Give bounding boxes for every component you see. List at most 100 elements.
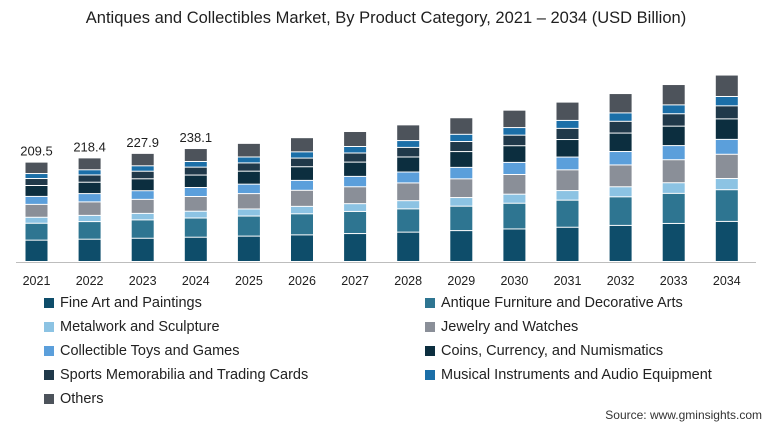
bar-segment-2022-9 (78, 158, 101, 170)
stacked-bar-chart: 209.5 218.4 227.9 238.1 2021 2022 2023 2024 202… (16, 75, 756, 288)
bar-segment-2029-3 (450, 198, 473, 206)
bar-segment-2022-2 (78, 222, 101, 239)
x-tick-label-2028: 2028 (394, 274, 422, 288)
legend-item-4: Jewelry and Watches (425, 319, 578, 335)
bar-segment-2033-2 (662, 193, 685, 223)
x-tick-label-2026: 2026 (288, 274, 316, 288)
bar-segment-2021-4 (25, 204, 48, 217)
bar-segment-2025-9 (237, 143, 260, 157)
bar-segment-2030-7 (503, 135, 526, 146)
bar-segment-2023-3 (131, 213, 154, 220)
bar-segment-2028-3 (397, 201, 420, 209)
legend-label: Jewelry and Watches (441, 319, 579, 335)
bar-segment-2033-7 (662, 114, 685, 126)
legend-swatch (425, 370, 435, 380)
bar-segment-2027-6 (344, 162, 367, 176)
legend-swatch (44, 322, 54, 332)
bar-segment-2027-7 (344, 153, 367, 162)
bar-segment-2033-9 (662, 85, 685, 105)
bar-segment-2025-8 (237, 157, 260, 163)
bar-segment-2032-1 (609, 225, 632, 261)
bar-segment-2024-7 (184, 167, 207, 175)
bar-segment-2028-1 (397, 232, 420, 261)
bar-segment-2021-1 (25, 240, 48, 261)
x-tick-labels-group: 2021 2022 2023 2024 2025 2026 2027 2028 2029 2030… (23, 274, 741, 288)
legend-item-1: Fine Art and Paintings (44, 295, 202, 311)
bar-segment-2025-1 (237, 236, 260, 261)
bar-segment-2034-2 (715, 190, 738, 221)
bar-segment-2030-4 (503, 174, 526, 194)
bar-segment-2031-8 (556, 120, 579, 128)
bar-segment-2032-8 (609, 113, 632, 121)
bar-segment-2034-3 (715, 179, 738, 190)
bar-segment-2034-1 (715, 221, 738, 261)
bar-segment-2025-2 (237, 216, 260, 236)
total-label-2023: 227.9 (126, 135, 159, 150)
bar-segment-2032-5 (609, 152, 632, 165)
bar-segment-2030-5 (503, 162, 526, 174)
bar-segment-2021-7 (25, 179, 48, 185)
bar-segment-2028-6 (397, 157, 420, 172)
bars-group (25, 75, 738, 261)
bar-segment-2028-2 (397, 209, 420, 232)
bar-segment-2028-8 (397, 141, 420, 147)
bar-segment-2025-7 (237, 163, 260, 171)
bar-segment-2027-2 (344, 211, 367, 234)
chart-title: Antiques and Collectibles Market, By Pro… (85, 9, 687, 27)
bar-segment-2030-3 (503, 194, 526, 203)
x-tick-label-2031: 2031 (554, 274, 582, 288)
bar-segment-2029-4 (450, 179, 473, 198)
bar-segment-2021-3 (25, 217, 48, 223)
bar-segment-2024-4 (184, 197, 207, 211)
bar-segment-2028-4 (397, 183, 420, 201)
bar-segment-2034-6 (715, 119, 738, 139)
legend-item-8: Musical Instruments and Audio Equipment (425, 367, 712, 383)
bar-segment-2023-1 (131, 238, 154, 261)
bar-segment-2029-5 (450, 167, 473, 179)
bar-segment-2024-1 (184, 237, 207, 261)
bar-segment-2029-8 (450, 134, 473, 142)
bar-segment-2023-4 (131, 199, 154, 213)
bar-segment-2033-3 (662, 183, 685, 193)
bar-segment-2030-1 (503, 229, 526, 261)
x-tick-label-2029: 2029 (447, 274, 475, 288)
bar-segment-2021-8 (25, 174, 48, 179)
bar-segment-2029-1 (450, 231, 473, 261)
bar-segment-2031-7 (556, 128, 579, 140)
bar-segment-2022-3 (78, 215, 101, 222)
bar-segment-2029-2 (450, 206, 473, 231)
total-label-2022: 218.4 (73, 139, 106, 154)
bar-segment-2034-8 (715, 97, 738, 106)
bar-segment-2024-8 (184, 161, 207, 167)
bar-segment-2028-5 (397, 172, 420, 183)
bar-segment-2034-7 (715, 106, 738, 119)
bar-segment-2028-9 (397, 125, 420, 141)
x-tick-label-2025: 2025 (235, 274, 263, 288)
bar-segment-2029-6 (450, 152, 473, 167)
legend-label: Sports Memorabilia and Trading Cards (60, 367, 309, 383)
bar-segment-2025-4 (237, 194, 260, 209)
bar-segment-2027-8 (344, 147, 367, 153)
bar-segment-2025-6 (237, 171, 260, 184)
bar-segment-2027-1 (344, 234, 367, 261)
legend-swatch (44, 370, 54, 380)
total-labels-group: 209.5 218.4 227.9 238.1 (20, 130, 212, 159)
legend-item-7: Sports Memorabilia and Trading Cards (44, 367, 308, 383)
x-tick-label-2024: 2024 (182, 274, 210, 288)
legend-label: Fine Art and Paintings (60, 295, 202, 311)
bar-segment-2029-7 (450, 142, 473, 152)
bar-segment-2027-3 (344, 204, 367, 211)
bar-segment-2021-9 (25, 162, 48, 174)
x-tick-label-2032: 2032 (607, 274, 635, 288)
legend-label: Metalwork and Sculpture (60, 319, 220, 335)
bar-segment-2033-8 (662, 105, 685, 114)
total-label-2024: 238.1 (180, 130, 213, 145)
bar-segment-2027-5 (344, 176, 367, 187)
x-tick-label-2023: 2023 (129, 274, 157, 288)
bar-segment-2022-5 (78, 194, 101, 202)
bar-segment-2023-9 (131, 153, 154, 166)
bar-segment-2023-2 (131, 220, 154, 238)
bar-segment-2028-7 (397, 147, 420, 157)
bar-segment-2034-4 (715, 154, 738, 179)
bar-segment-2022-7 (78, 175, 101, 182)
